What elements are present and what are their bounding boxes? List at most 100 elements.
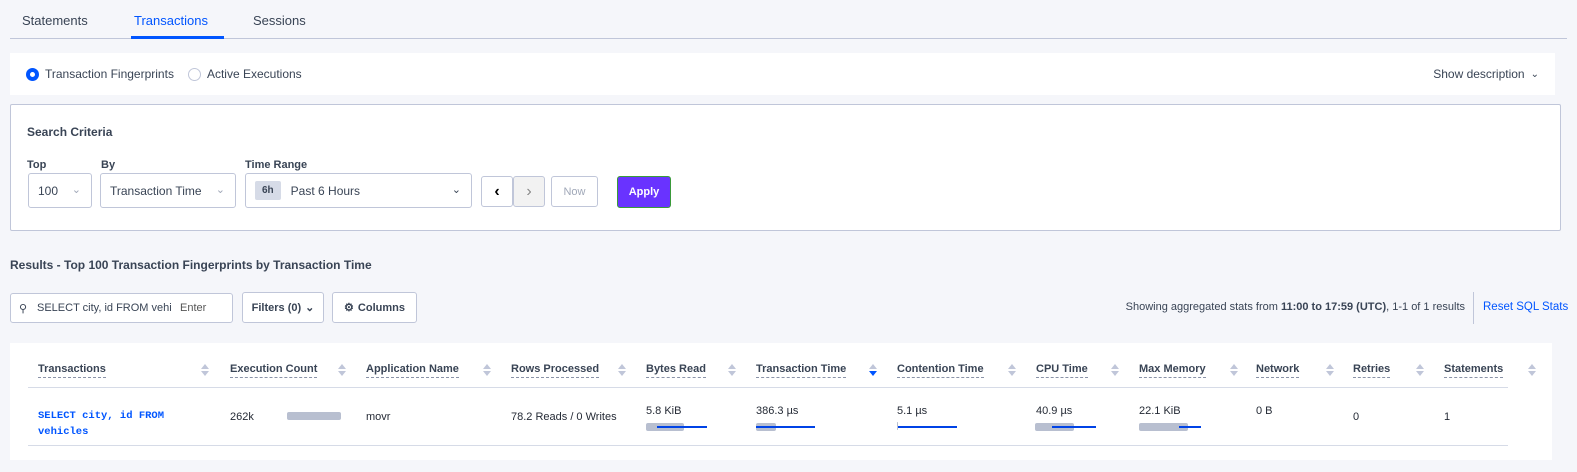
column-header[interactable]: Retries bbox=[1353, 363, 1391, 378]
chevron-left-icon: ‹ bbox=[494, 182, 500, 200]
summary-prefix: Showing aggregated stats from bbox=[1125, 301, 1281, 313]
max-memory: 22.1 KiB bbox=[1139, 405, 1181, 417]
rows-processed: 78.2 Reads / 0 Writes bbox=[511, 411, 617, 423]
chevron-down-icon: ⌄ bbox=[305, 302, 315, 314]
column-header[interactable]: Contention Time bbox=[897, 363, 984, 378]
show-description-label: Show description bbox=[1433, 67, 1525, 81]
search-input[interactable]: ⚲ SELECT city, id FROM vehicles W Enter bbox=[10, 293, 233, 323]
radio-label: Active Executions bbox=[206, 67, 302, 81]
radio-active-executions[interactable]: Active Executions bbox=[187, 67, 302, 81]
sort-down-icon bbox=[1326, 371, 1334, 376]
sort-icon[interactable] bbox=[338, 364, 346, 377]
column-header[interactable]: Transaction Time bbox=[756, 363, 847, 378]
next-range-button[interactable]: › bbox=[513, 176, 545, 207]
search-icon: ⚲ bbox=[19, 302, 28, 315]
max-memory-range bbox=[1179, 426, 1201, 428]
column-header[interactable]: Transactions bbox=[38, 363, 106, 378]
sort-icon[interactable] bbox=[618, 364, 626, 377]
sort-icon[interactable] bbox=[483, 364, 491, 377]
tab-bar: Statements Transactions Sessions bbox=[10, 0, 1567, 39]
search-criteria-title: Search Criteria bbox=[27, 125, 113, 139]
execution-count-bar bbox=[287, 412, 341, 420]
sort-icon[interactable] bbox=[1230, 364, 1238, 377]
apply-button[interactable]: Apply bbox=[617, 176, 671, 208]
columns-button[interactable]: ⚙ Columns bbox=[332, 292, 417, 323]
sort-up-icon bbox=[483, 364, 491, 369]
sort-up-icon bbox=[1111, 364, 1119, 369]
show-description-toggle[interactable]: Show description ⌄ bbox=[1433, 67, 1539, 81]
active-tab-indicator bbox=[131, 36, 224, 39]
row-divider bbox=[28, 445, 1508, 446]
by-select[interactable]: Transaction Time ⌄ bbox=[100, 173, 236, 208]
column-header[interactable]: Bytes Read bbox=[646, 363, 706, 378]
max-memory-bar bbox=[1139, 423, 1188, 431]
column-header[interactable]: Execution Count bbox=[230, 363, 318, 378]
chevron-down-icon: ⌄ bbox=[1530, 68, 1539, 80]
by-value: Transaction Time bbox=[110, 183, 202, 198]
column-header[interactable]: CPU Time bbox=[1036, 363, 1088, 378]
sort-icon[interactable] bbox=[728, 364, 736, 377]
tab-transactions[interactable]: Transactions bbox=[134, 13, 208, 28]
column-header[interactable]: Application Name bbox=[366, 363, 459, 378]
transaction-time: 386.3 µs bbox=[756, 405, 799, 417]
sort-up-icon bbox=[728, 364, 736, 369]
transaction-time-range bbox=[756, 426, 815, 428]
results-title: Results - Top 100 Transaction Fingerprin… bbox=[10, 258, 372, 272]
sort-icon[interactable] bbox=[1008, 364, 1016, 377]
transactions-table: Transactions Execution Count Application N… bbox=[10, 343, 1552, 460]
sort-up-icon bbox=[338, 364, 346, 369]
sort-down-icon bbox=[201, 371, 209, 376]
view-radio-group: Transaction Fingerprints Active Executio… bbox=[26, 67, 302, 81]
sort-down-icon bbox=[1528, 371, 1536, 376]
sort-down-icon bbox=[1230, 371, 1238, 376]
sort-up-icon bbox=[1528, 364, 1536, 369]
tab-sessions[interactable]: Sessions bbox=[253, 13, 306, 28]
sort-down-icon bbox=[1111, 371, 1119, 376]
top-value: 100 bbox=[38, 183, 59, 198]
chevron-down-icon: ⌄ bbox=[215, 184, 225, 196]
retries: 0 bbox=[1353, 411, 1360, 423]
column-header[interactable]: Statements bbox=[1444, 363, 1504, 378]
chevron-down-icon: ⌄ bbox=[451, 184, 461, 196]
radio-transaction-fingerprints[interactable]: Transaction Fingerprints bbox=[26, 67, 174, 81]
time-badge: 6h bbox=[255, 181, 281, 200]
transaction-link[interactable]: SELECT city, id FROM vehicles bbox=[38, 410, 165, 438]
sort-up-icon bbox=[1008, 364, 1016, 369]
previous-range-button[interactable]: ‹ bbox=[481, 176, 513, 207]
filters-button[interactable]: Filters (0) ⌄ bbox=[242, 292, 324, 323]
column-header[interactable]: Rows Processed bbox=[511, 363, 600, 378]
sort-up-icon bbox=[1230, 364, 1238, 369]
sort-icon[interactable] bbox=[1326, 364, 1334, 377]
top-select[interactable]: 100 ⌄ bbox=[28, 173, 92, 208]
time-range-select[interactable]: 6h Past 6 Hours ⌄ bbox=[245, 173, 472, 208]
radio-unselected-icon bbox=[187, 67, 201, 81]
sort-icon[interactable] bbox=[201, 364, 209, 377]
sort-icon[interactable] bbox=[1416, 364, 1424, 377]
sort-icon[interactable] bbox=[1111, 364, 1119, 377]
filters-label: Filters (0) bbox=[251, 301, 302, 314]
tab-statements[interactable]: Statements bbox=[22, 13, 88, 28]
bytes-read: 5.8 KiB bbox=[646, 405, 682, 417]
sort-icon[interactable] bbox=[869, 364, 877, 377]
sort-up-icon bbox=[1416, 364, 1424, 369]
column-header[interactable]: Max Memory bbox=[1139, 363, 1206, 378]
sort-down-icon bbox=[483, 371, 491, 376]
sort-icon[interactable] bbox=[1528, 364, 1536, 377]
reset-sql-stats-link[interactable]: Reset SQL Stats bbox=[1483, 301, 1569, 313]
execution-count: 262k bbox=[230, 411, 254, 423]
time-range-label: Time Range bbox=[245, 159, 308, 171]
view-selector: Transaction Fingerprints Active Executio… bbox=[10, 53, 1555, 95]
now-button[interactable]: Now bbox=[551, 176, 598, 207]
gear-icon: ⚙ bbox=[344, 302, 354, 314]
top-label: Top bbox=[27, 159, 47, 171]
header-divider bbox=[28, 387, 1508, 388]
summary-suffix: , 1-1 of 1 results bbox=[1386, 301, 1465, 313]
sort-up-icon bbox=[869, 364, 877, 369]
radio-selected-icon bbox=[26, 67, 39, 81]
cpu-time-range bbox=[1052, 426, 1096, 428]
column-header[interactable]: Network bbox=[1256, 363, 1300, 378]
by-label: By bbox=[101, 159, 116, 171]
summary-range: 11:00 to 17:59 (UTC) bbox=[1280, 301, 1387, 313]
contention-time: 5.1 µs bbox=[897, 405, 928, 417]
sort-down-icon bbox=[1416, 371, 1424, 376]
